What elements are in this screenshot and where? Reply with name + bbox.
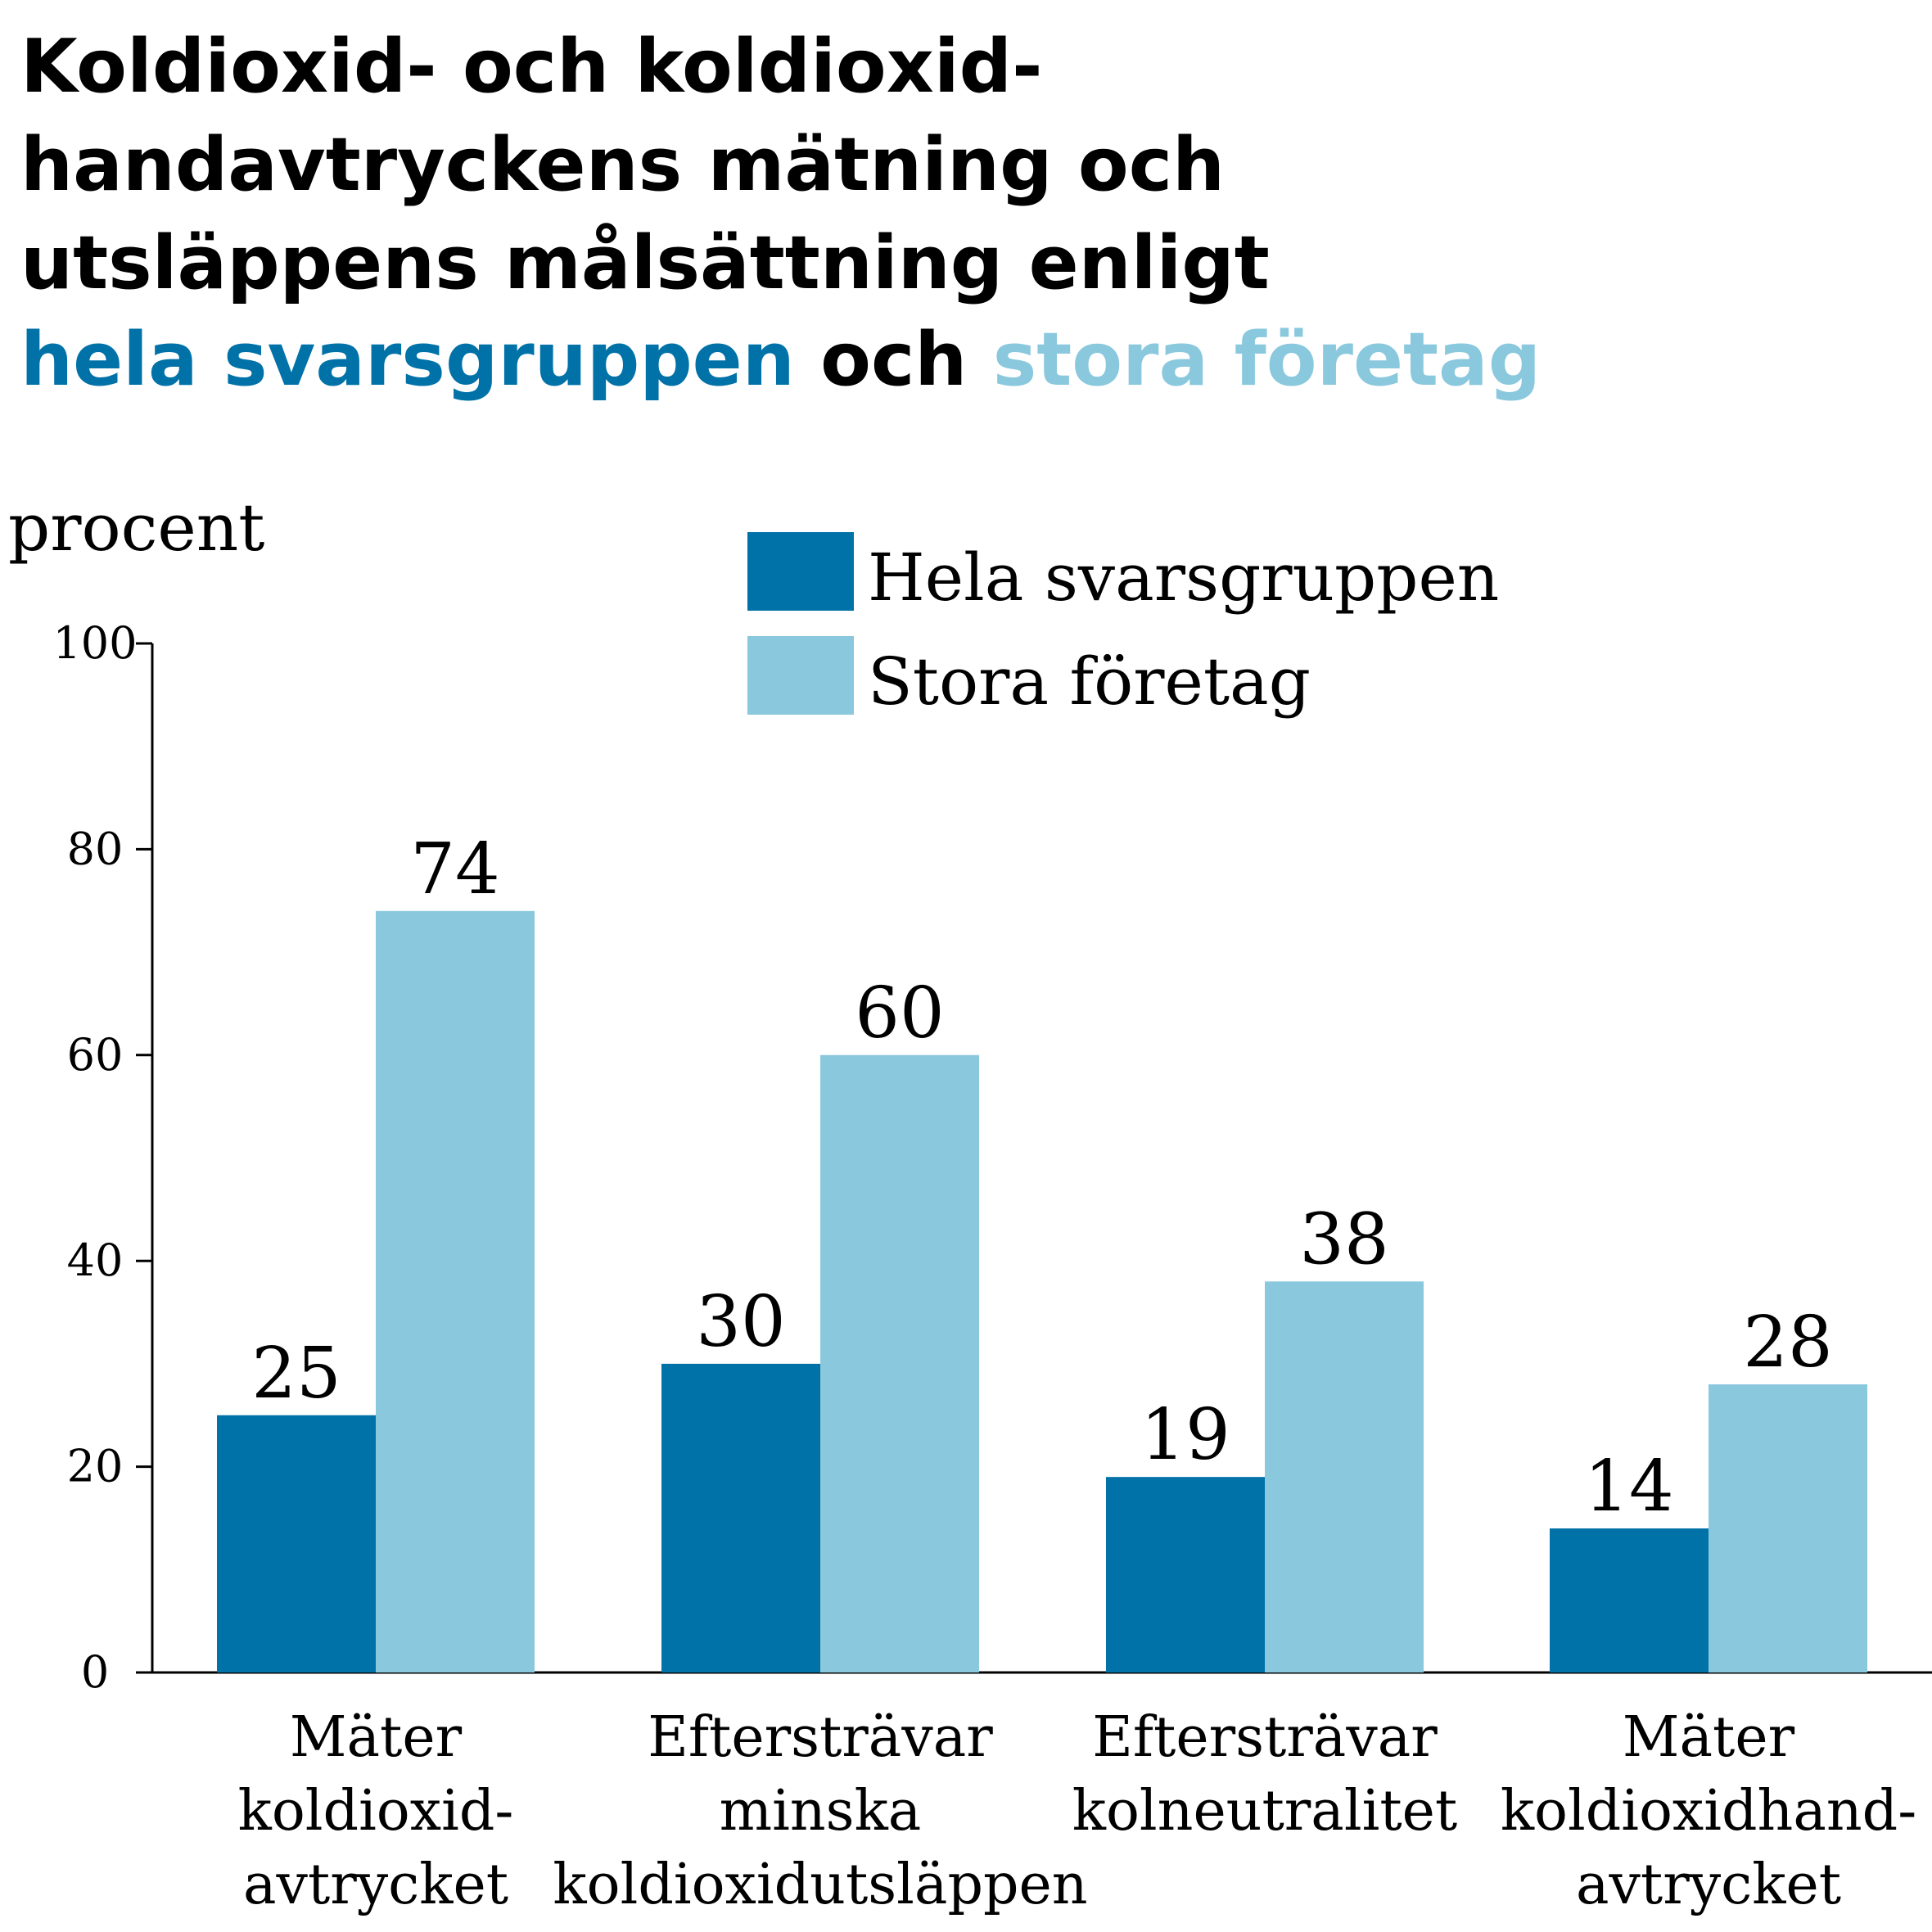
y-tick-label: 100 <box>52 617 137 669</box>
category-label: Eftersträvar <box>1092 1705 1438 1770</box>
y-axis-label: procent <box>8 490 264 566</box>
legend-swatch-stora-foretag <box>747 636 854 715</box>
bar <box>376 910 535 1672</box>
category-label: Mäter <box>290 1705 463 1770</box>
category-label: koldioxid- <box>238 1779 514 1844</box>
chart-title-series1-name: hela svarsgruppen <box>20 317 795 403</box>
data-label: 25 <box>251 1333 341 1415</box>
data-label: 60 <box>855 973 944 1054</box>
bar <box>1265 1281 1424 1672</box>
y-tick-label: 80 <box>67 823 124 874</box>
data-label: 19 <box>1140 1394 1230 1476</box>
legend: Hela svarsgruppen Stora företag <box>747 532 1499 720</box>
legend-swatch-hela-svarsgruppen <box>747 532 854 611</box>
data-label: 14 <box>1584 1446 1673 1528</box>
bar <box>1106 1477 1265 1672</box>
bar <box>1550 1528 1709 1672</box>
y-tick-label: 60 <box>67 1029 124 1081</box>
y-tick-label: 0 <box>81 1646 109 1698</box>
category-labels: Mäter koldioxid-avtrycket Eftersträvar mins… <box>238 1705 1917 1917</box>
chart-title-line-1: Koldioxid- och koldioxid- <box>20 24 1042 110</box>
data-label: 74 <box>410 828 499 910</box>
category-label: minska <box>720 1779 922 1844</box>
bar <box>820 1054 979 1672</box>
axes: 0 20 40 60 80 100 <box>52 617 1932 1698</box>
bar <box>217 1415 376 1672</box>
data-label: 38 <box>1299 1198 1388 1280</box>
y-tick-label: 40 <box>67 1235 124 1286</box>
category-label: Eftersträvar <box>648 1705 993 1770</box>
legend-label-stora-foretag: Stora företag <box>868 643 1311 720</box>
legend-label-hela-svarsgruppen: Hela svarsgruppen <box>868 539 1499 616</box>
category-label: kolneutralitet <box>1072 1779 1458 1844</box>
bars <box>217 910 1867 1672</box>
chart-title-line-3: utsläppens målsättning enligt <box>20 220 1270 306</box>
bar <box>1709 1384 1867 1672</box>
category-label: koldioxidhand- <box>1501 1779 1916 1844</box>
bar <box>661 1363 820 1672</box>
chart-title-series2-name: stora företag <box>993 317 1541 403</box>
y-tick-label: 20 <box>67 1441 124 1492</box>
category-label: koldioxidutsläppen <box>553 1853 1087 1917</box>
chart-title-line-4: hela svarsgruppen och stora företag <box>20 317 1541 403</box>
data-label: 28 <box>1743 1302 1832 1384</box>
chart-title-line-2: handavtryckens mätning och <box>20 122 1225 208</box>
data-label: 30 <box>696 1281 785 1363</box>
category-label: avtrycket <box>1576 1853 1841 1917</box>
category-label: avtrycket <box>243 1853 508 1917</box>
category-label: Mäter <box>1623 1705 1795 1770</box>
chart-title-conjunction: och <box>795 317 993 403</box>
value-labels: 25 74 30 60 19 38 14 28 <box>251 828 1832 1528</box>
